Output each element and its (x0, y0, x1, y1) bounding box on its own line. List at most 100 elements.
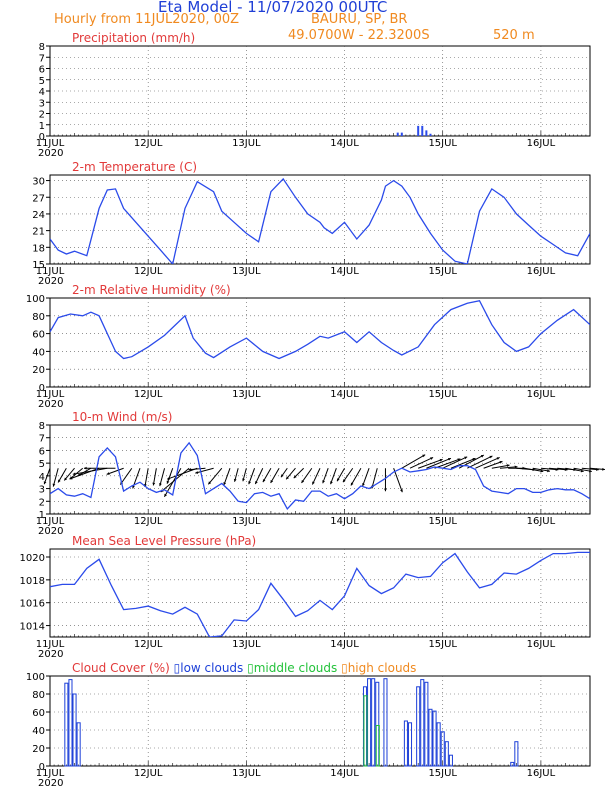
wind-arrow (483, 460, 503, 469)
wind-arrow (581, 467, 599, 471)
y-tick-label: 80 (32, 312, 45, 323)
wind-arrow (52, 468, 59, 487)
y-tick-label: 100 (26, 294, 45, 305)
y-tick-label: 80 (32, 690, 45, 701)
wind-arrow (207, 467, 223, 485)
panel-title: 2-m Relative Humidity (%) (72, 283, 231, 297)
panel-title: 10-m Wind (m/s) (72, 410, 172, 424)
x-tick-label: 14JUL (330, 138, 359, 149)
wind-arrow-head (166, 480, 170, 484)
wind-arrow-head (547, 469, 550, 473)
wind-arrow (393, 468, 403, 493)
wind-arrow (223, 468, 231, 486)
x-tick-label: 11JUL (36, 516, 65, 527)
wind-arrow (467, 455, 493, 469)
x-tick-label: 16JUL (527, 516, 556, 527)
wind-arrow (371, 468, 378, 489)
wind-arrow-head (143, 484, 147, 487)
x-tick-label: 13JUL (232, 768, 261, 779)
wind-arrow (450, 457, 476, 469)
precip-bar (429, 133, 432, 136)
wind-arrow-head (286, 476, 289, 480)
y-tick-label: 20 (32, 365, 45, 376)
wind-arrow-head (589, 469, 592, 473)
wind-arrow-head (350, 482, 354, 486)
x-tick-label: 14JUL (330, 516, 359, 527)
x-tick-label: 16JUL (527, 138, 556, 149)
panel-title: Precipitation (mm/h) (72, 31, 195, 45)
x-year-label: 2020 (38, 148, 63, 159)
wind-arrow-head (43, 481, 47, 485)
panel-frame (49, 675, 591, 767)
y-tick-label: 7 (39, 434, 45, 445)
x-tick-label: 11JUL (36, 768, 65, 779)
x-tick-label: 13JUL (232, 639, 261, 650)
wind-arrow-head (69, 476, 73, 480)
wind-arrow (418, 458, 443, 469)
y-tick-label: 0 (39, 383, 45, 394)
wind-arrow-head (472, 457, 476, 461)
x-tick-label: 12JUL (134, 639, 163, 650)
wind-arrow-head (64, 477, 68, 481)
wind-arrow (524, 467, 544, 473)
y-tick-label: 3 (39, 485, 45, 496)
wind-arrow-head (422, 454, 426, 458)
cloud-bar-low-clouds (424, 681, 429, 767)
series-line (50, 551, 590, 637)
wind-arrow-head (188, 468, 192, 471)
wind-arrow (311, 468, 321, 485)
cloud-bar-low-clouds (367, 678, 372, 767)
cloud-bar-low-clouds (416, 686, 421, 767)
wind-arrow-head (489, 455, 493, 459)
station-coordinates: 49.0700W - 22.3200S (288, 28, 430, 43)
wind-arrow-head (506, 464, 510, 467)
x-tick-label: 11JUL (36, 138, 65, 149)
y-tick-label: 5 (39, 76, 45, 87)
cloud-bar-low-clouds (403, 720, 408, 767)
x-tick-label: 11JUL (36, 389, 65, 400)
precip-bar (417, 125, 420, 136)
wind-arrow (401, 454, 426, 469)
chart-subtitle: Hourly from 11JUL2020, 00Z (54, 12, 240, 27)
wind-arrow (426, 457, 452, 469)
cloud-bar-low-clouds (371, 678, 376, 767)
panel-title: 2-m Temperature (C) (72, 160, 197, 174)
y-tick-label: 1018 (20, 576, 45, 587)
wind-arrow-head (430, 457, 434, 460)
wind-arrow (160, 467, 190, 493)
y-tick-label: 20 (32, 744, 45, 755)
cloud-bar-middle-clouds (363, 695, 368, 767)
wind-arrow-head (457, 458, 461, 462)
y-tick-label: 8 (39, 42, 45, 53)
chart-title: Eta Model - 11/07/2020 00UTC (158, 0, 388, 16)
legend-low-label: low clouds (180, 661, 247, 675)
y-tick-label: 3 (39, 98, 45, 109)
y-tick-label: 24 (32, 210, 45, 221)
wind-arrow (262, 467, 272, 483)
cloud-bar-low-clouds (436, 722, 441, 767)
x-tick-label: 14JUL (330, 266, 359, 277)
y-tick-label: 40 (32, 726, 45, 737)
y-tick-label: 2 (39, 497, 45, 508)
x-tick-label: 12JUL (134, 389, 163, 400)
wind-arrow (565, 467, 584, 472)
wind-arrow-head (384, 488, 387, 492)
cloud-bar-low-clouds (428, 708, 433, 767)
x-tick-label: 12JUL (134, 138, 163, 149)
wind-arrow (43, 468, 51, 485)
x-tick-label: 15JUL (428, 768, 457, 779)
precip-bar (421, 125, 424, 136)
wind-arrow-head (312, 481, 315, 485)
wind-arrow-head (248, 481, 251, 485)
wind-arrow-head (439, 458, 443, 462)
y-tick-label: 1014 (20, 622, 45, 633)
x-year-label: 2020 (38, 778, 63, 789)
y-tick-label: 0 (39, 762, 45, 773)
wind-arrow (69, 467, 100, 480)
y-tick-label: 60 (32, 708, 45, 719)
wind-arrow (491, 464, 510, 469)
panel-frame (49, 297, 591, 388)
wind-arrow-head (159, 483, 162, 487)
wind-arrow (322, 468, 329, 484)
y-tick-label: 4 (39, 472, 45, 483)
